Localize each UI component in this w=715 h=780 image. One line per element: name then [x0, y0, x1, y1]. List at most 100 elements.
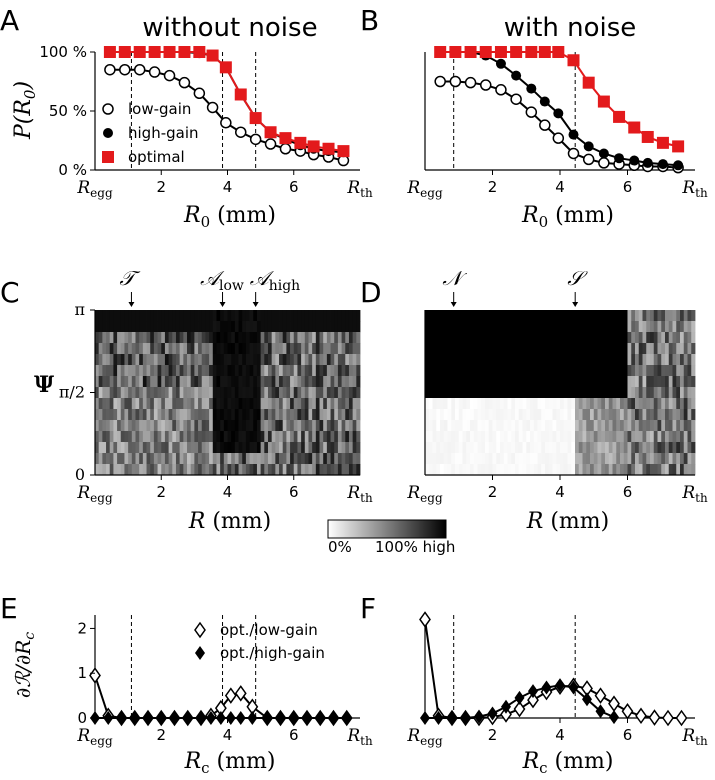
panel-d-cell — [597, 310, 602, 322]
panel-d-cell — [443, 442, 448, 454]
panel-c-cell — [315, 409, 320, 421]
panel-d-cell — [680, 354, 685, 366]
panel-d-cell — [507, 420, 512, 432]
panel-d-cell — [511, 398, 516, 410]
panel-c-cell — [194, 409, 199, 421]
panel-c-cell — [142, 365, 147, 377]
panel-c-cell — [139, 420, 144, 432]
panel-c-cell — [113, 398, 118, 410]
panel-d-cell — [530, 398, 535, 410]
panel-c-cell — [120, 343, 125, 355]
panel-c-cell — [264, 387, 269, 399]
panel-d-cell — [447, 354, 452, 366]
panel-a-point-optimal — [219, 61, 232, 74]
panel-d-cell — [466, 376, 471, 388]
panel-c-cell — [161, 376, 166, 388]
panel-c-cell — [231, 310, 236, 322]
panel-d-cell — [503, 376, 508, 388]
panel-c-cell — [348, 310, 354, 322]
panel-d-cell — [428, 420, 433, 432]
panel-d-cell — [676, 464, 681, 476]
panel-c-cell — [205, 409, 210, 421]
panel-d-cell — [458, 376, 463, 388]
panel-c-cell — [164, 365, 170, 377]
panel-a-xlabel-start: Regg — [76, 178, 113, 200]
panel-d-cell — [578, 343, 583, 355]
panel-d-cell — [545, 409, 550, 421]
panel-d-cell — [436, 376, 441, 388]
panel-d-cell — [548, 420, 553, 432]
panel-c-cell — [271, 420, 276, 432]
panel-c-cell — [98, 464, 103, 476]
panel-d-cell — [661, 321, 666, 333]
panel-b-point-optimal — [464, 46, 477, 58]
panel-c-cell — [319, 310, 324, 322]
panel-d-cell — [500, 321, 505, 333]
panel-c-cell — [98, 332, 103, 344]
panel-d-cell — [443, 365, 448, 377]
panel-c-cell — [326, 343, 331, 355]
panel-c-cell — [234, 453, 239, 465]
panel-c-cell — [334, 354, 339, 366]
panel-c-cell — [271, 332, 276, 344]
panel-c-cell — [245, 310, 250, 322]
panel-d-cell — [473, 310, 478, 322]
panel-d-cell — [646, 464, 651, 476]
panel-d-cell — [477, 398, 482, 410]
panel-c-cell — [161, 343, 166, 355]
panel-c-cell — [290, 420, 295, 432]
panel-c-cell — [113, 464, 118, 476]
panel-d-cell — [455, 365, 460, 377]
panel-c-cell — [264, 343, 269, 355]
panel-c-cell — [106, 354, 111, 366]
panel-d-cell — [455, 376, 460, 388]
panel-c-ytick-label: π/2 — [59, 383, 85, 402]
panel-d-cell — [556, 354, 561, 366]
panel-c-cell — [293, 453, 298, 465]
panel-c-cell — [234, 387, 239, 399]
panel-e-point-opt-high — [225, 711, 236, 725]
panel-d-cell — [586, 332, 591, 344]
panel-d-cell — [612, 420, 617, 432]
panel-d-cell — [488, 442, 493, 454]
panel-c-ytick-label: π — [74, 300, 85, 319]
panel-e-point-opt-low — [234, 685, 247, 702]
panel-d-cell — [650, 420, 655, 432]
panel-c-cell — [157, 354, 162, 366]
panel-d-cell — [473, 398, 478, 410]
panel-c-cell — [175, 420, 181, 432]
panel-d-cell — [515, 420, 520, 432]
panel-c-cell — [205, 464, 210, 476]
panel-c-cell — [150, 321, 155, 333]
panel-c-cell — [164, 321, 170, 333]
panel-d-cell — [593, 354, 598, 366]
panel-c-cell — [267, 343, 273, 355]
panel-c-cell — [216, 453, 221, 465]
panel-c-cell — [256, 398, 262, 410]
panel-d-cell — [623, 453, 628, 465]
panel-d-cell — [563, 453, 568, 465]
panel-d-cell — [548, 376, 553, 388]
panel-d-cell — [481, 409, 486, 421]
panel-c-cell — [256, 343, 262, 355]
panel-c-cell — [271, 431, 276, 443]
panel-d-cell — [537, 310, 542, 322]
panel-c-cell — [253, 431, 258, 443]
panel-d-cell — [548, 365, 553, 377]
panel-c-cell — [234, 354, 239, 366]
panel-a-point-low-gain — [178, 76, 191, 89]
panel-d-cell — [631, 321, 636, 333]
panel-d-cell — [627, 365, 632, 377]
panel-c-cell — [175, 365, 181, 377]
panel-c-cell — [341, 332, 346, 344]
panel-c-cell — [106, 365, 111, 377]
panel-d-cell — [451, 332, 456, 344]
panel-d-cell — [466, 387, 471, 399]
panel-c-cell — [139, 409, 144, 421]
panel-d-cell — [500, 310, 505, 322]
title-b: with noise — [504, 13, 637, 43]
panel-d-cell — [653, 442, 658, 454]
panel-d-cell — [451, 354, 456, 366]
panel-c-cell — [109, 365, 114, 377]
panel-c-cell — [128, 354, 133, 366]
